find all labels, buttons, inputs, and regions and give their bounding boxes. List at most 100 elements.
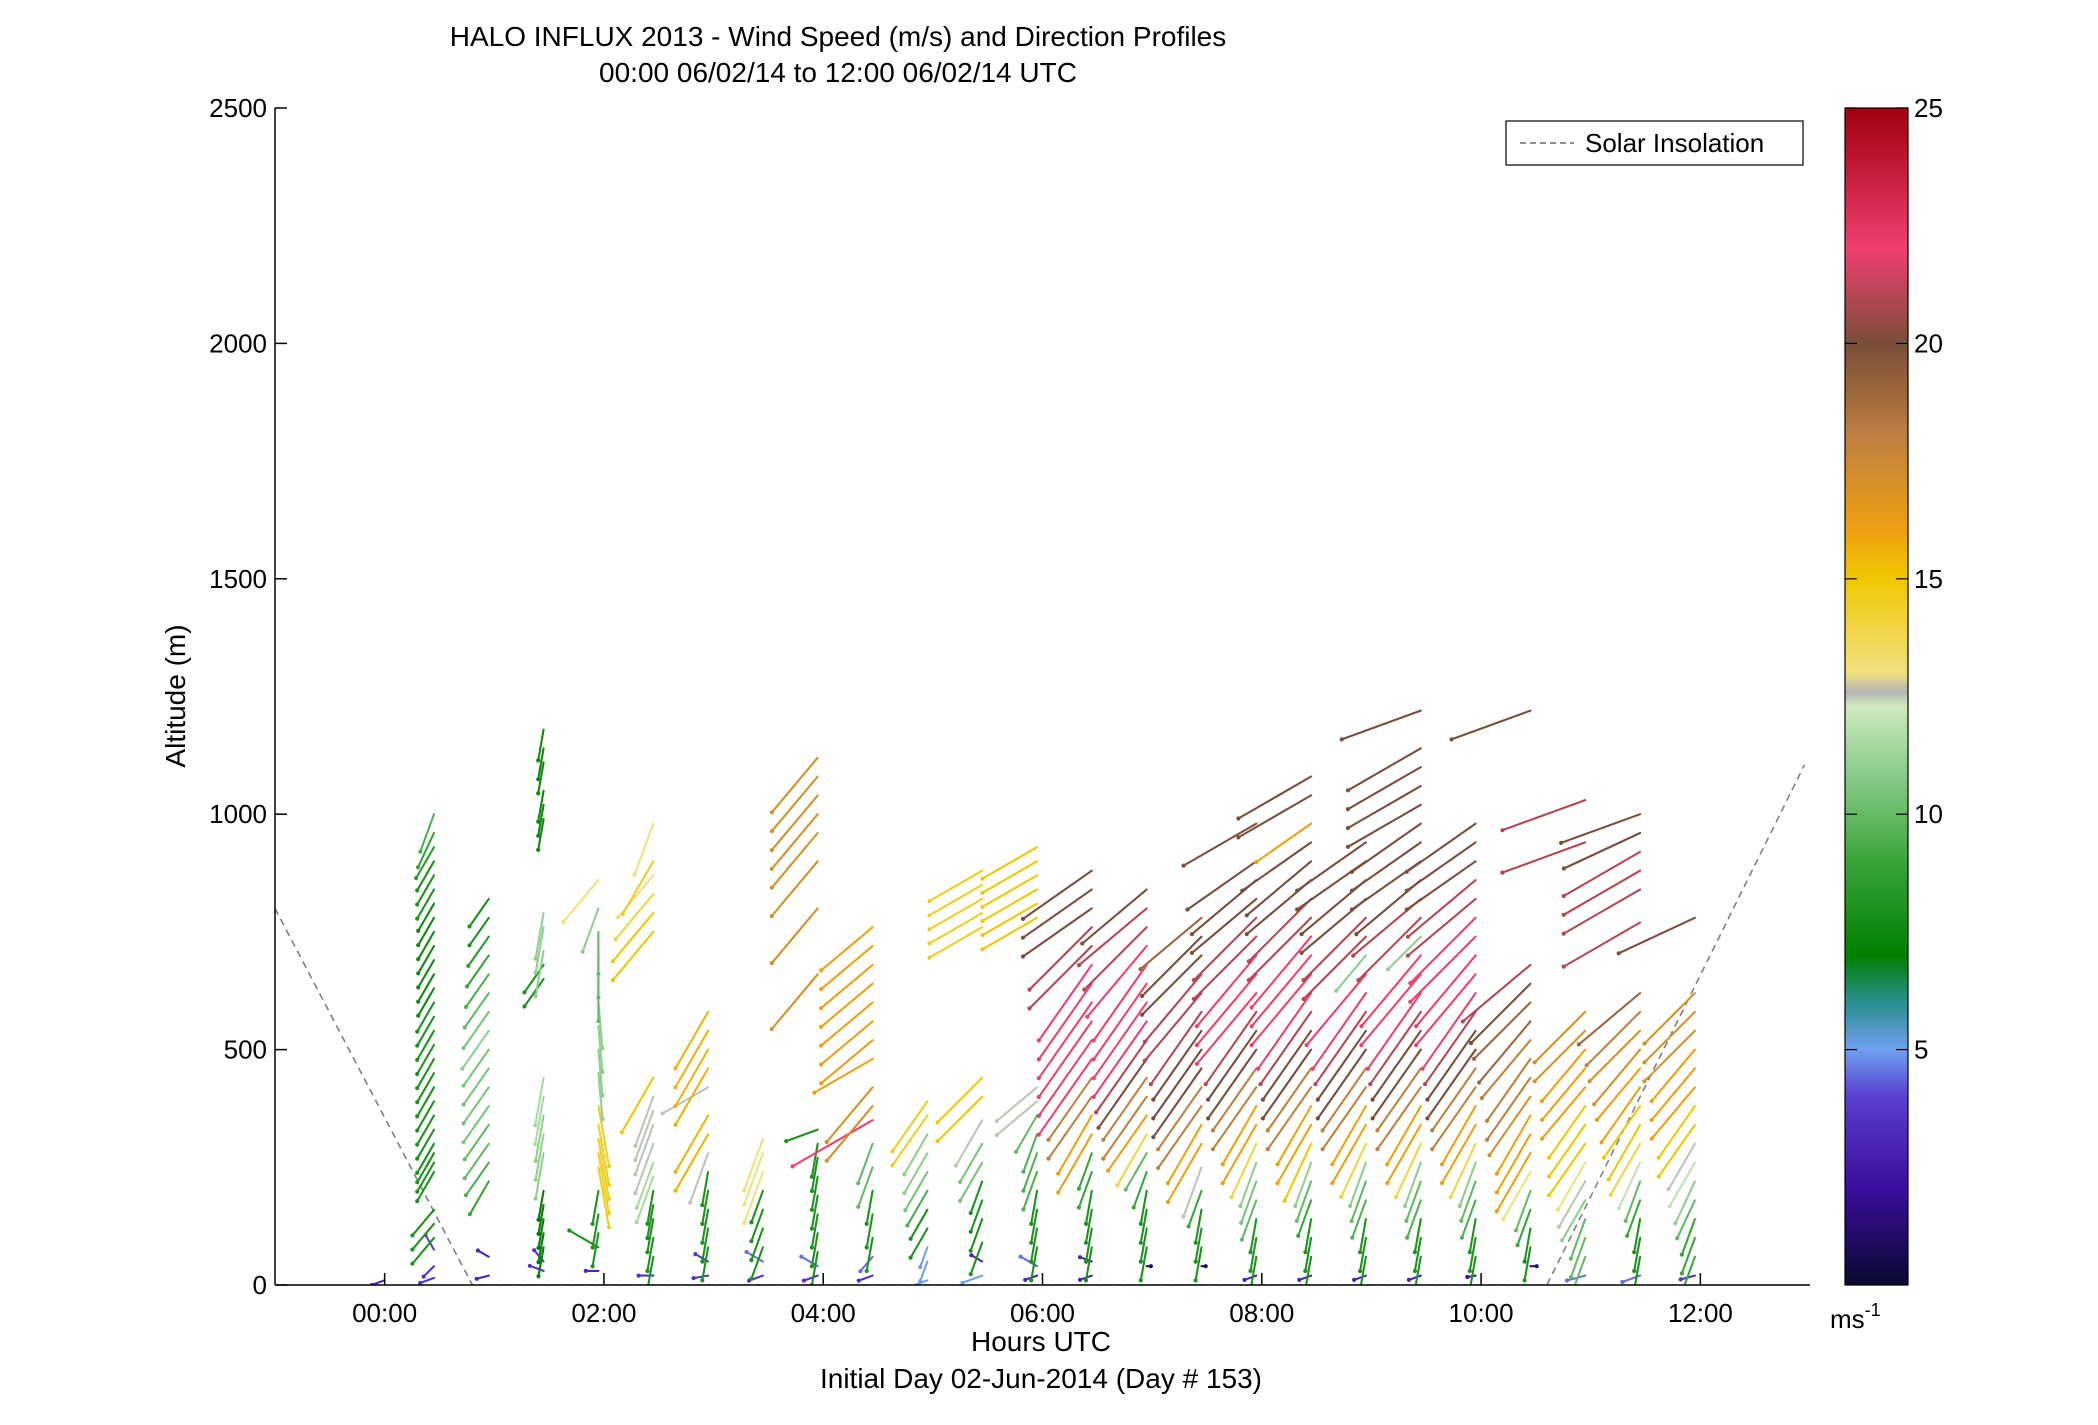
wind-barb-tip — [1345, 825, 1351, 831]
wind-barb-tip — [1249, 1005, 1254, 1010]
wind-barb-tip — [415, 1114, 420, 1119]
wind-barb-tip — [908, 1255, 913, 1260]
wind-barb-tip — [1203, 1264, 1208, 1269]
wind-barb — [1562, 869, 1642, 916]
wind-barb-tip — [461, 1140, 466, 1145]
wind-barb-tip — [1181, 863, 1186, 868]
wind-barb-tip — [536, 1231, 541, 1236]
wind-barb-tip — [660, 1111, 665, 1116]
wind-barb-tip — [415, 1156, 420, 1161]
wind-barb-tip — [1249, 1043, 1254, 1048]
wind-barb-tip — [903, 1208, 908, 1213]
wind-barb-tip — [606, 1196, 612, 1202]
wind-barb — [1407, 1274, 1422, 1281]
wind-barb-tip — [1303, 1268, 1308, 1274]
wind-barb — [1028, 944, 1093, 1010]
wind-barb — [1346, 803, 1422, 848]
wind-barb-tip — [1358, 1250, 1363, 1255]
wind-barb-tip — [819, 968, 824, 973]
wind-barb-tip — [1282, 1198, 1287, 1203]
wind-barb-tip — [567, 1228, 572, 1233]
wind-barb — [1152, 1067, 1203, 1139]
wind-barb-tip — [600, 1093, 605, 1098]
wind-barb — [1406, 1199, 1422, 1239]
wind-barb-tip — [415, 1170, 420, 1175]
wind-barb-tip — [1375, 1147, 1380, 1152]
wind-barb — [1316, 1048, 1367, 1120]
wind-barb — [928, 869, 984, 903]
wind-barb — [674, 1048, 710, 1108]
wind-barb-tip — [744, 1249, 749, 1255]
wind-barb-tip — [809, 1264, 815, 1269]
wind-barb — [1211, 1086, 1258, 1151]
wind-barb — [1305, 973, 1367, 1047]
wind-barb-tip — [1632, 1288, 1636, 1292]
wind-barb-tip — [673, 1122, 678, 1127]
plot-area — [275, 108, 1810, 1285]
wind-barb-tip — [619, 1130, 624, 1135]
wind-barb — [1037, 1039, 1093, 1117]
wind-barb — [1037, 963, 1093, 1042]
wind-barb — [1569, 1218, 1587, 1260]
wind-barb-tip — [1584, 1063, 1589, 1068]
wind-barb — [865, 1189, 874, 1225]
wind-barb-tip — [1076, 1205, 1081, 1210]
wind-barb — [936, 1076, 984, 1124]
wind-barb — [928, 883, 984, 917]
wind-barb — [1350, 841, 1422, 892]
wind-barb-tip — [1448, 1195, 1453, 1200]
wind-barb — [1405, 841, 1477, 892]
wind-barb-tip — [1036, 1132, 1041, 1137]
x-axis-sublabel: Initial Day 02-Jun-2014 (Day # 153) — [820, 1363, 1262, 1394]
wind-barb — [1249, 1218, 1258, 1254]
wind-barb — [1204, 1010, 1258, 1086]
wind-barb-tip — [1412, 1268, 1417, 1274]
wind-barb — [537, 1246, 545, 1278]
wind-barb — [416, 1072, 436, 1104]
wind-barb — [468, 1180, 490, 1216]
wind-barb-tip — [1080, 941, 1085, 946]
wind-barb-tip — [809, 1174, 815, 1179]
wind-barb — [1350, 1180, 1367, 1222]
wind-barb-tip — [1301, 978, 1306, 983]
wind-barb — [461, 1029, 490, 1070]
wind-barb-tip — [908, 1236, 913, 1241]
wind-barb-tip — [1375, 1128, 1380, 1133]
wind-barb — [416, 1001, 436, 1033]
wind-barb-tip — [1547, 1174, 1552, 1179]
wind-barb-tip — [1021, 1188, 1026, 1193]
wind-barb-tip — [1258, 1082, 1263, 1087]
wind-barb-tip — [465, 984, 470, 989]
wind-barb-tip — [461, 1102, 466, 1107]
wind-barb — [1124, 1152, 1148, 1191]
wind-barb — [416, 888, 436, 920]
wind-barb-tip — [1632, 1268, 1637, 1274]
wind-barb — [810, 1213, 819, 1249]
wind-barb-tip — [1165, 1199, 1170, 1205]
wind-barb-tip — [536, 833, 541, 838]
wind-barb-tip — [1468, 1041, 1474, 1046]
wind-barb — [701, 1227, 710, 1263]
wind-barb-tip — [463, 1193, 468, 1198]
wind-barb — [701, 1189, 710, 1225]
wind-barb-tip — [1345, 807, 1351, 812]
wind-barb-tip — [600, 1046, 605, 1051]
wind-barb — [1037, 1020, 1093, 1099]
wind-barb — [981, 916, 1039, 951]
colorbar-tick-label: 15 — [1914, 564, 1943, 594]
wind-barb-tip — [1547, 1193, 1552, 1198]
wind-barb — [468, 897, 490, 928]
wind-barb — [750, 1246, 764, 1280]
wind-barb-tip — [700, 1259, 705, 1264]
wind-barb-tip — [1036, 1057, 1041, 1062]
wind-barb-tip — [1023, 1277, 1028, 1282]
wind-barb — [537, 789, 545, 823]
wind-barb-tip — [1138, 1221, 1143, 1226]
wind-barb-tip — [1330, 1162, 1335, 1167]
wind-barb — [954, 1119, 984, 1167]
wind-barb — [1595, 1067, 1642, 1121]
wind-barb — [820, 944, 874, 991]
wind-barb — [1296, 841, 1367, 892]
wind-barb — [936, 1095, 984, 1143]
wind-barb-tip — [742, 1202, 747, 1207]
